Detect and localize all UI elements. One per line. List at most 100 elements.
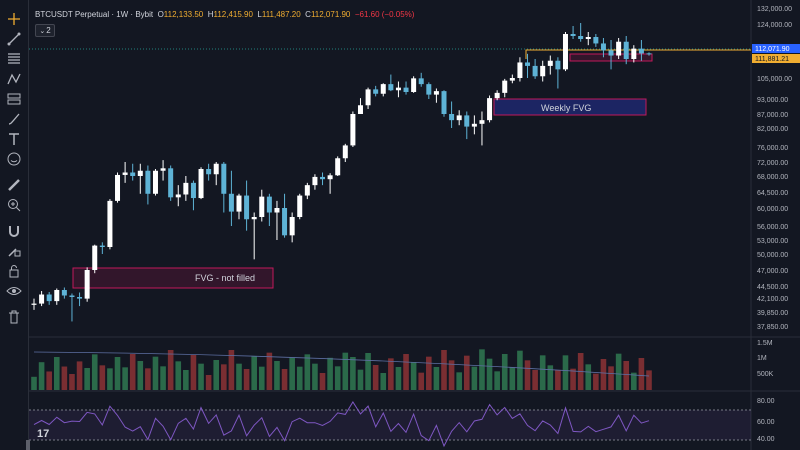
candle-body[interactable] bbox=[411, 78, 417, 92]
candle-body[interactable] bbox=[487, 98, 493, 121]
candle-body[interactable] bbox=[122, 172, 128, 175]
candle-body[interactable] bbox=[327, 175, 333, 180]
candle-body[interactable] bbox=[304, 185, 310, 196]
indicators-collapse-button[interactable]: ⌄ 2 bbox=[35, 24, 55, 37]
candle-body[interactable] bbox=[69, 295, 75, 298]
candle-body[interactable] bbox=[297, 195, 303, 217]
candle-body[interactable] bbox=[282, 208, 288, 236]
candle-body[interactable] bbox=[646, 53, 652, 55]
candle-body[interactable] bbox=[31, 303, 37, 305]
candle-body[interactable] bbox=[221, 163, 227, 194]
candle-body[interactable] bbox=[631, 48, 637, 59]
candle-body[interactable] bbox=[342, 145, 348, 159]
candle-body[interactable] bbox=[365, 89, 371, 106]
candle-body[interactable] bbox=[320, 176, 326, 180]
candle-body[interactable] bbox=[39, 294, 45, 304]
candle-body[interactable] bbox=[517, 62, 523, 78]
candle-body[interactable] bbox=[509, 78, 515, 81]
candle-body[interactable] bbox=[350, 114, 356, 146]
candle-body[interactable] bbox=[152, 170, 158, 194]
chart-canvas[interactable]: FVG - not filled Weekly FVG 132,000.00 124,… bbox=[29, 0, 800, 450]
candle-body[interactable] bbox=[206, 169, 212, 175]
candle-body[interactable] bbox=[190, 182, 196, 199]
candle-body[interactable] bbox=[92, 245, 98, 270]
candle-body[interactable] bbox=[198, 169, 204, 199]
candle-body[interactable] bbox=[403, 87, 409, 92]
candle-body[interactable] bbox=[335, 158, 341, 176]
candle-body[interactable] bbox=[418, 78, 424, 85]
level-line[interactable] bbox=[525, 49, 751, 59]
candle-body[interactable] bbox=[115, 174, 121, 201]
candle-body[interactable] bbox=[259, 196, 265, 217]
candle-body[interactable] bbox=[266, 196, 272, 213]
candle-body[interactable] bbox=[525, 62, 531, 66]
trendline-tool-button[interactable] bbox=[4, 30, 24, 48]
candle-body[interactable] bbox=[236, 195, 242, 212]
candle-body[interactable] bbox=[175, 194, 181, 198]
lock-draw-tool-button[interactable] bbox=[4, 242, 24, 260]
candle-body[interactable] bbox=[168, 168, 174, 198]
lock-tool-button[interactable] bbox=[4, 262, 24, 280]
candle-body[interactable] bbox=[388, 84, 394, 91]
candle-body[interactable] bbox=[289, 217, 295, 236]
crosshair-tool-button[interactable] bbox=[4, 10, 24, 28]
candle-body[interactable] bbox=[502, 80, 508, 93]
candle-body[interactable] bbox=[471, 123, 477, 127]
candle-body[interactable] bbox=[616, 41, 622, 56]
scroll-handle[interactable] bbox=[26, 440, 30, 450]
magnet-tool-button[interactable] bbox=[4, 222, 24, 240]
candle-body[interactable] bbox=[638, 48, 644, 54]
symbol-title[interactable]: BTCUSDT Perpetual · 1W · Bybit bbox=[35, 10, 154, 19]
candle-body[interactable] bbox=[54, 290, 60, 302]
emoji-tool-button[interactable] bbox=[4, 150, 24, 168]
trash-tool-button[interactable] bbox=[4, 308, 24, 326]
pattern-tool-button[interactable] bbox=[4, 70, 24, 88]
zoom-tool-button[interactable] bbox=[4, 196, 24, 214]
candle-body[interactable] bbox=[555, 60, 561, 70]
fib-tool-button[interactable] bbox=[4, 50, 24, 68]
chart-area[interactable]: FVG - not filled Weekly FVG 132,000.00 124,… bbox=[29, 0, 800, 450]
candle-body[interactable] bbox=[479, 120, 485, 124]
fvg-not-filled-box[interactable] bbox=[72, 267, 274, 289]
candle-body[interactable] bbox=[380, 84, 386, 94]
candle-body[interactable] bbox=[600, 43, 606, 51]
candle-body[interactable] bbox=[228, 193, 234, 212]
candle-body[interactable] bbox=[213, 163, 219, 175]
candle-body[interactable] bbox=[433, 91, 439, 95]
projection-tool-button[interactable] bbox=[4, 90, 24, 108]
brush-tool-button[interactable] bbox=[4, 110, 24, 128]
candle-body[interactable] bbox=[183, 182, 189, 195]
candle-body[interactable] bbox=[61, 290, 67, 296]
candle-body[interactable] bbox=[449, 114, 455, 121]
candle-body[interactable] bbox=[623, 41, 629, 59]
candle-body[interactable] bbox=[46, 294, 52, 302]
candle-body[interactable] bbox=[456, 115, 462, 121]
ruler-tool-button[interactable] bbox=[4, 176, 24, 194]
candle-body[interactable] bbox=[244, 195, 250, 220]
candle-body[interactable] bbox=[107, 200, 113, 247]
candle-body[interactable] bbox=[426, 84, 432, 95]
candle-body[interactable] bbox=[357, 105, 363, 114]
candle-body[interactable] bbox=[145, 170, 151, 194]
candle-body[interactable] bbox=[562, 34, 568, 70]
candle-body[interactable] bbox=[312, 176, 318, 186]
candle-body[interactable] bbox=[395, 87, 401, 91]
tradingview-logo[interactable]: 17 bbox=[37, 428, 50, 440]
candle-body[interactable] bbox=[77, 297, 83, 299]
candle-body[interactable] bbox=[373, 89, 379, 94]
candle-body[interactable] bbox=[547, 60, 553, 66]
candle-body[interactable] bbox=[585, 37, 591, 39]
eye-tool-button[interactable] bbox=[4, 282, 24, 300]
candle-body[interactable] bbox=[540, 65, 546, 77]
candle-body[interactable] bbox=[608, 50, 614, 56]
candle-body[interactable] bbox=[274, 208, 280, 213]
candle-body[interactable] bbox=[137, 170, 143, 176]
candle-body[interactable] bbox=[494, 92, 500, 99]
candle-body[interactable] bbox=[532, 65, 538, 77]
candle-body[interactable] bbox=[251, 217, 257, 220]
weekly-fvg-box[interactable] bbox=[493, 98, 647, 116]
candle-body[interactable] bbox=[570, 34, 576, 36]
candle-body[interactable] bbox=[160, 168, 166, 171]
candle-body[interactable] bbox=[441, 91, 447, 114]
candle-body[interactable] bbox=[130, 172, 136, 177]
